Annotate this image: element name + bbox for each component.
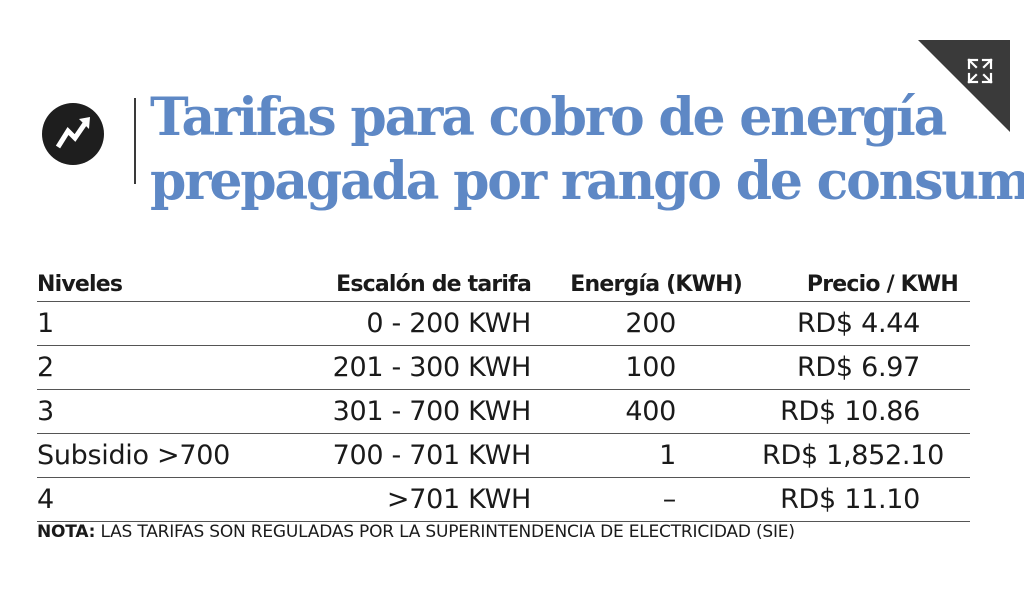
cell-energia: 200: [537, 301, 762, 346]
cell-nivel: Subsidio >700: [37, 433, 282, 478]
footnote-label: NOTA:: [37, 522, 96, 542]
expand-button[interactable]: [918, 40, 1010, 132]
cell-energia: –: [537, 477, 762, 522]
table-row: 3 301 - 700 KWH 400 RD$ 10.86: [37, 389, 970, 434]
header-niveles: Niveles: [37, 267, 282, 302]
cell-energia: 400: [537, 389, 762, 434]
table-row: Subsidio >700 700 - 701 KWH 1 RD$ 1,852.…: [37, 433, 970, 478]
cell-precio: RD$ 10.86: [762, 389, 970, 434]
cell-escalon: 0 - 200 KWH: [282, 301, 537, 346]
cell-precio: RD$ 6.97: [762, 345, 970, 390]
cell-nivel: 4: [37, 477, 282, 522]
header-escalon: Escalón de tarifa: [282, 267, 537, 302]
cell-energia: 1: [537, 433, 762, 478]
trend-arrow-logo-icon: [42, 103, 104, 165]
table-row: 2 201 - 300 KWH 100 RD$ 6.97: [37, 345, 970, 390]
title-divider: [134, 98, 136, 184]
cell-energia: 100: [537, 345, 762, 390]
cell-escalon: 301 - 700 KWH: [282, 389, 537, 434]
title-line-2: prepagada por rango de consumo: [150, 151, 1024, 212]
cell-precio: RD$ 11.10: [762, 477, 970, 522]
cell-nivel: 2: [37, 345, 282, 390]
table-row: 4 >701 KWH – RD$ 11.10: [37, 477, 970, 522]
cell-escalon: 700 - 701 KWH: [282, 433, 537, 478]
tariff-table: Niveles Escalón de tarifa Energía (KWH) …: [37, 267, 970, 522]
cell-precio: RD$ 4.44: [762, 301, 970, 346]
cell-nivel: 3: [37, 389, 282, 434]
title-line-1: Tarifas para cobro de energía: [150, 87, 947, 148]
header-precio: Precio / KWH: [762, 267, 970, 302]
cell-escalon: >701 KWH: [282, 477, 537, 522]
page-title: Tarifas para cobro de energía prepagada …: [150, 86, 1024, 214]
header-energia: Energía (KWH): [537, 267, 762, 302]
expand-arrows-icon: [918, 40, 1010, 132]
table-header-row: Niveles Escalón de tarifa Energía (KWH) …: [37, 267, 970, 302]
cell-escalon: 201 - 300 KWH: [282, 345, 537, 390]
footnote-text: LAS TARIFAS SON REGULADAS POR LA SUPERIN…: [95, 522, 795, 542]
table-row: 1 0 - 200 KWH 200 RD$ 4.44: [37, 301, 970, 346]
footnote: NOTA: LAS TARIFAS SON REGULADAS POR LA S…: [37, 522, 970, 542]
cell-nivel: 1: [37, 301, 282, 346]
cell-precio: RD$ 1,852.10: [762, 433, 970, 478]
